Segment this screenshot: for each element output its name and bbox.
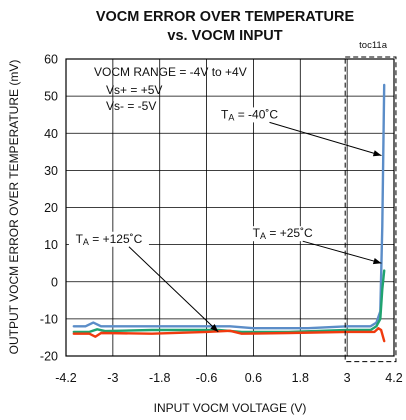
- series-lines: [72, 83, 386, 343]
- x-tick-label: -1.8: [149, 371, 171, 385]
- annotation-pointer: [302, 240, 382, 264]
- arrow-head: [210, 324, 219, 332]
- y-tick-label: 50: [44, 90, 58, 104]
- x-axis-label: INPUT VOCM VOLTAGE (V): [154, 401, 307, 415]
- y-tick-label: 60: [44, 53, 58, 67]
- x-tick-label: -3: [107, 371, 118, 385]
- y-axis-label: OUTPUT VOCM ERROR OVER TEMPERATURE (mV): [7, 60, 21, 355]
- tick-labels: -4.2 -3 -1.8 -0.6 0.6 1.8 3 4.2 60 50 40 30 20 10 0 -10…: [40, 53, 403, 386]
- y-tick-label: -20: [40, 350, 58, 364]
- series-label: TA = +125˚C: [76, 232, 143, 247]
- annotation-background: [242, 226, 323, 242]
- series-line-2: [72, 327, 386, 343]
- x-tick-label: 3: [344, 371, 351, 385]
- series-annotation: TA = +25˚C: [242, 226, 382, 265]
- series-annotation: TA = -40˚C: [209, 107, 382, 157]
- y-tick-label: -10: [40, 312, 58, 326]
- condition-vs-plus: Vs+ = +5V: [106, 83, 162, 97]
- series-annotation: TA = +125˚C: [68, 231, 219, 333]
- x-tick-label: -4.2: [55, 371, 77, 385]
- x-tick-label: 4.2: [385, 371, 402, 385]
- annotations: TA = -40˚C TA = +25˚C TA = +125˚C: [68, 107, 382, 333]
- arrow-head: [372, 150, 382, 157]
- annotation-background: [209, 107, 290, 123]
- series-label: TA = +25˚C: [253, 226, 313, 241]
- y-tick-label: 20: [44, 201, 58, 215]
- x-tick-label: -0.6: [196, 371, 218, 385]
- figure-reference: toc11a: [359, 40, 388, 51]
- arrow-head: [372, 258, 382, 265]
- y-tick-label: 30: [44, 164, 58, 178]
- x-tick-label: 0.6: [245, 371, 262, 385]
- condition-range: VOCM RANGE = -4V to +4V: [94, 65, 247, 79]
- series-line-1: [72, 269, 386, 334]
- condition-vs-minus: Vs- = -5V: [106, 99, 156, 113]
- annotation-pointer: [128, 246, 219, 333]
- y-tick-label: 0: [51, 275, 58, 289]
- y-tick-label: 40: [44, 127, 58, 141]
- annotation-background: [68, 231, 149, 247]
- annotation-pointer: [269, 121, 382, 157]
- chart-title: VOCM ERROR OVER TEMPERATURE: [96, 9, 355, 25]
- y-tick-label: 10: [44, 238, 58, 252]
- chart-subtitle: vs. VOCM INPUT: [167, 28, 282, 44]
- x-tick-label: 1.8: [292, 371, 309, 385]
- plot-frame: [65, 58, 395, 357]
- series-label: TA = -40˚C: [221, 107, 278, 122]
- highlight-region: [344, 56, 397, 363]
